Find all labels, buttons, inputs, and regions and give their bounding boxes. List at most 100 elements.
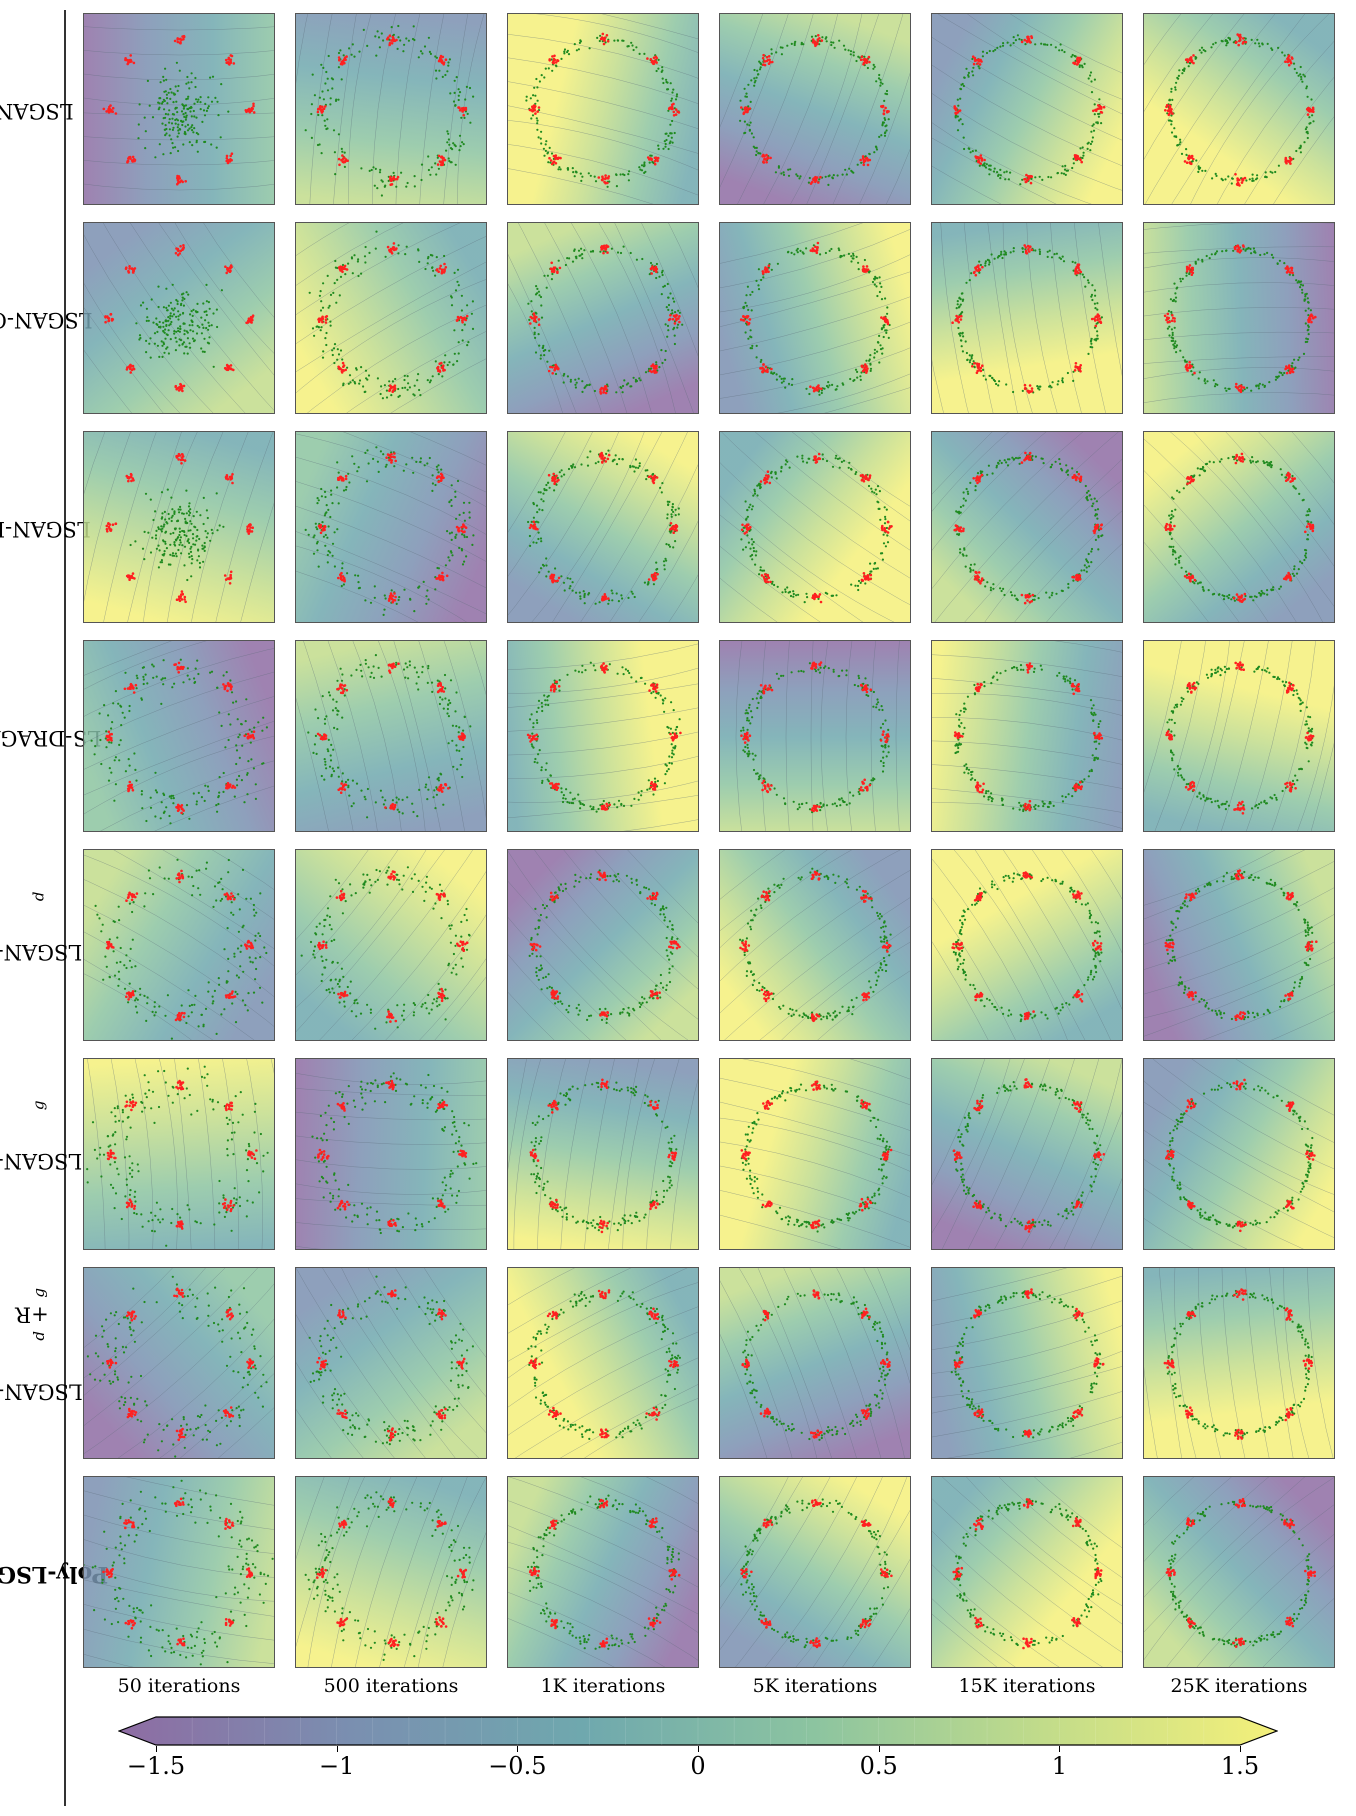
contour-line — [84, 136, 274, 141]
generated-sample — [1087, 489, 1090, 493]
generated-sample — [158, 143, 161, 146]
contour-line — [508, 432, 566, 533]
generated-sample — [543, 76, 546, 79]
generated-sample — [418, 388, 421, 392]
generated-sample — [538, 294, 541, 297]
generated-sample — [144, 147, 147, 150]
real-sample — [767, 474, 770, 478]
generated-sample — [437, 167, 440, 170]
real-sample — [1077, 59, 1080, 63]
generated-sample — [1307, 301, 1310, 304]
generated-sample — [139, 304, 143, 307]
generated-sample — [615, 391, 618, 394]
real-sample — [388, 458, 392, 461]
real-sample — [1023, 387, 1027, 390]
generated-sample — [182, 107, 185, 110]
generated-sample — [174, 118, 177, 122]
real-sample — [554, 162, 558, 165]
real-sample — [816, 38, 820, 41]
generated-sample — [841, 382, 844, 385]
generated-sample — [545, 557, 548, 560]
generated-sample — [327, 54, 330, 58]
real-sample — [600, 386, 603, 390]
generated-sample — [205, 509, 208, 512]
generated-sample — [671, 505, 674, 508]
real-sample — [1030, 35, 1033, 38]
generated-sample — [530, 300, 533, 303]
generated-sample — [1005, 170, 1008, 173]
real-sample — [767, 264, 771, 267]
generated-sample — [672, 510, 675, 513]
generated-sample — [1232, 41, 1235, 44]
generated-sample — [1040, 42, 1043, 45]
generated-sample — [143, 530, 146, 533]
generated-sample — [790, 251, 793, 254]
real-sample — [1307, 320, 1311, 324]
generated-sample — [454, 145, 457, 148]
generated-sample — [885, 508, 888, 511]
generated-sample — [1245, 179, 1248, 182]
generated-sample — [633, 595, 636, 599]
generated-sample — [177, 129, 180, 132]
real-sample — [1171, 314, 1174, 317]
generated-sample — [138, 103, 141, 106]
generated-sample — [419, 50, 423, 53]
real-sample — [549, 576, 552, 580]
generated-sample — [149, 498, 152, 501]
generated-sample — [177, 84, 180, 88]
generated-sample — [465, 555, 468, 558]
generated-sample — [530, 520, 533, 523]
generated-sample — [674, 311, 677, 314]
generated-sample — [662, 81, 665, 85]
generated-sample — [747, 83, 750, 86]
real-sample — [1188, 363, 1192, 367]
generated-sample — [1301, 288, 1304, 291]
generated-sample — [989, 374, 992, 377]
real-sample — [955, 111, 958, 115]
generated-sample — [558, 471, 561, 474]
real-sample — [672, 110, 676, 114]
generated-sample — [594, 602, 597, 605]
contour-line — [932, 432, 1047, 551]
real-sample — [321, 320, 324, 324]
real-sample — [1024, 177, 1027, 181]
real-sample — [129, 54, 132, 57]
generated-sample — [964, 340, 967, 343]
generated-sample — [195, 116, 198, 119]
generated-sample — [775, 477, 778, 480]
real-sample — [1311, 106, 1315, 110]
generated-sample — [423, 464, 426, 467]
generated-sample — [776, 262, 779, 265]
contour-line — [306, 304, 486, 413]
generated-sample — [200, 347, 203, 350]
generated-sample — [1094, 307, 1097, 310]
generated-sample — [573, 248, 576, 251]
generated-sample — [453, 91, 456, 94]
generated-sample — [162, 540, 165, 543]
real-sample — [975, 371, 979, 375]
real-sample — [764, 365, 768, 369]
generated-sample — [177, 132, 180, 135]
real-sample — [769, 156, 772, 160]
generated-sample — [201, 350, 204, 353]
generated-sample — [966, 358, 969, 361]
generated-sample — [1301, 284, 1305, 287]
generated-sample — [329, 320, 332, 323]
generated-sample — [156, 330, 159, 333]
generated-sample — [137, 123, 140, 126]
generated-sample — [1061, 379, 1064, 382]
generated-sample — [418, 585, 421, 588]
real-sample — [820, 387, 823, 391]
generated-sample — [667, 329, 670, 332]
contour-line — [806, 14, 880, 204]
generated-sample — [582, 590, 585, 593]
real-sample — [1287, 364, 1291, 367]
generated-sample — [547, 481, 550, 484]
generated-sample — [181, 544, 184, 547]
generated-sample — [1174, 300, 1177, 303]
generated-sample — [182, 292, 185, 295]
generated-sample — [554, 64, 558, 67]
generated-sample — [189, 329, 192, 332]
real-sample — [600, 248, 603, 251]
generated-sample — [341, 567, 344, 570]
